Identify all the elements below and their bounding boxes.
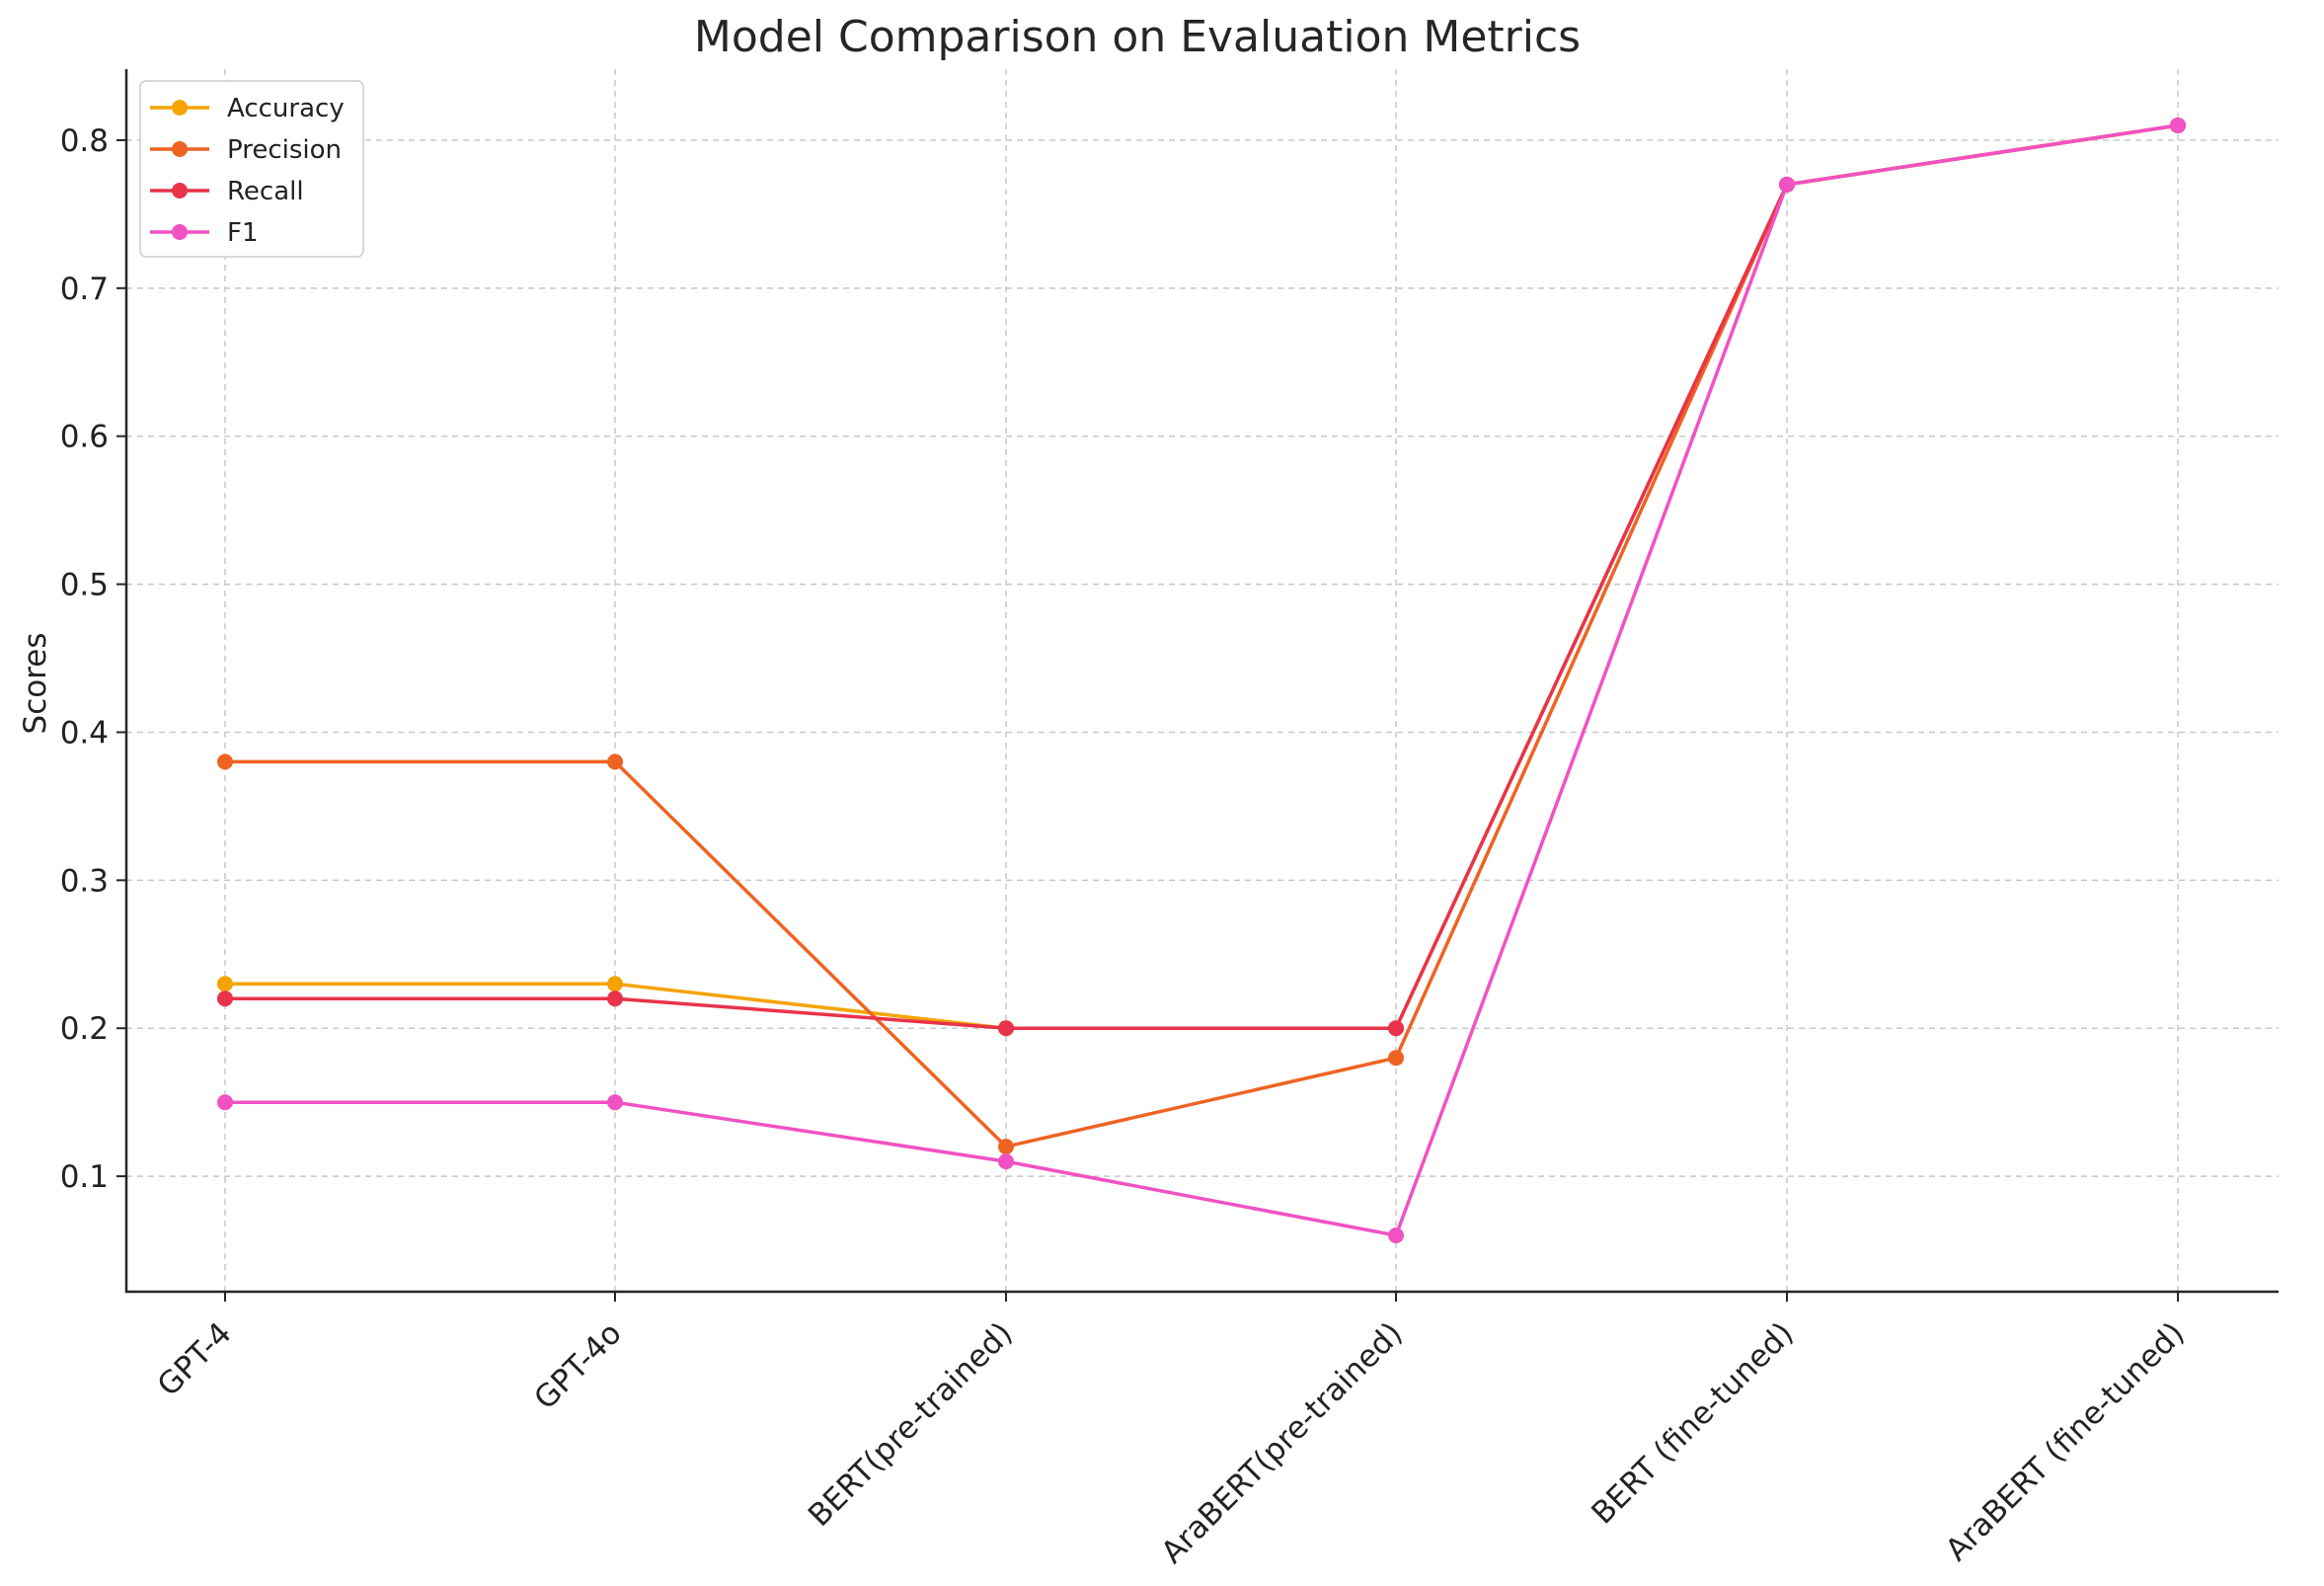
data-point — [217, 1094, 233, 1111]
x-tick-label: AraBERT(pre-trained) — [1154, 1315, 1409, 1570]
x-tick-label: AraBERT (fine-tuned) — [1939, 1315, 2192, 1568]
x-tick-label: BERT (fine-tuned) — [1585, 1315, 1800, 1531]
legend-box — [139, 80, 364, 258]
series-line — [225, 123, 2179, 1237]
data-point — [217, 991, 233, 1007]
data-point — [607, 753, 623, 770]
legend-swatch-marker — [172, 141, 188, 157]
tick-labels: GPT-4 GPT-4o BERT(pre-trained) AraBERT(pre-… — [60, 123, 2192, 1570]
y-tick-label: 0.3 — [60, 863, 109, 899]
legend-item: Precision — [150, 135, 342, 165]
series-recall — [217, 118, 2186, 1037]
series-line — [225, 123, 2179, 1030]
data-point — [1388, 1050, 1404, 1067]
axis-spines — [124, 69, 2279, 1294]
y-tick-label: 0.5 — [60, 568, 109, 603]
data-point — [998, 1020, 1014, 1037]
series-line — [225, 123, 2179, 1149]
data-point — [607, 991, 623, 1007]
data-point — [998, 1153, 1014, 1170]
series-line — [225, 123, 2179, 1030]
data-point — [1779, 176, 1795, 193]
x-tick-label: BERT(pre-trained) — [802, 1315, 1020, 1534]
legend-label: F1 — [227, 218, 259, 248]
legend-swatch-marker — [172, 183, 188, 198]
x-tick-label: GPT-4o — [527, 1315, 628, 1416]
data-point — [607, 976, 623, 992]
data-point — [1388, 1020, 1404, 1037]
series-lines — [217, 118, 2186, 1243]
legend: Accuracy Precision Recall F1 — [139, 80, 364, 258]
grid-lines — [126, 69, 2279, 1292]
series-accuracy — [217, 118, 2186, 1037]
y-tick-label: 0.4 — [60, 715, 109, 751]
y-tick-label: 0.8 — [60, 123, 109, 159]
y-tick-label: 0.2 — [60, 1011, 109, 1047]
data-point — [2170, 118, 2186, 133]
y-tick-label: 0.7 — [60, 272, 109, 307]
y-axis-label: Scores — [18, 633, 53, 735]
axes — [116, 69, 2279, 1302]
legend-swatch-marker — [172, 100, 188, 116]
legend-swatch-marker — [172, 224, 188, 240]
legend-label: Precision — [227, 135, 342, 165]
data-point — [1388, 1228, 1404, 1243]
data-point — [607, 1094, 623, 1111]
data-point — [998, 1139, 1014, 1155]
y-tick-label: 0.1 — [60, 1159, 109, 1195]
legend-item: Accuracy — [150, 94, 345, 123]
legend-item: F1 — [150, 218, 259, 248]
series-f1 — [217, 118, 2186, 1243]
y-tick-label: 0.6 — [60, 420, 109, 455]
data-point — [217, 976, 233, 992]
x-tick-label: GPT-4 — [151, 1315, 239, 1403]
legend-label: Accuracy — [227, 94, 345, 123]
legend-label: Recall — [227, 177, 304, 206]
data-point — [217, 753, 233, 770]
chart-title: Model Comparison on Evaluation Metrics — [694, 12, 1581, 62]
legend-item: Recall — [150, 177, 304, 206]
